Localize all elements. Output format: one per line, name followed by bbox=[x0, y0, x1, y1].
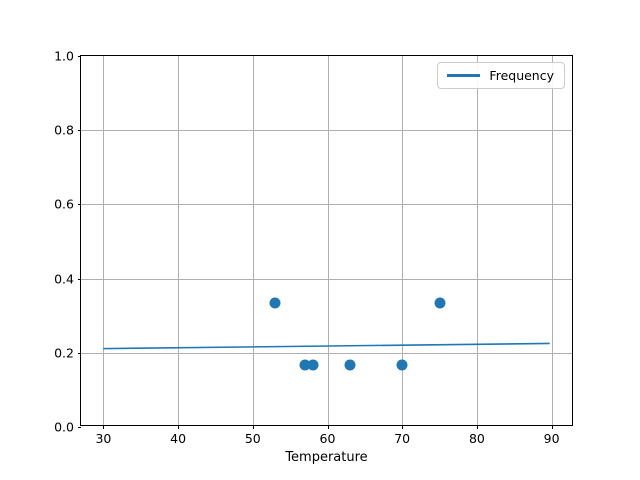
gridline-vertical bbox=[103, 56, 105, 425]
x-axis-tick-label: 40 bbox=[170, 431, 187, 446]
line-series-layer bbox=[103, 342, 550, 350]
x-axis-tick bbox=[402, 425, 404, 429]
x-axis-tick-label: 90 bbox=[543, 431, 560, 446]
legend-line-swatch bbox=[447, 74, 481, 77]
legend-label: Frequency bbox=[489, 68, 554, 83]
gridline-vertical bbox=[476, 56, 478, 425]
x-axis-label: Temperature bbox=[285, 450, 368, 465]
x-axis-tick bbox=[327, 425, 329, 429]
x-axis-tick-label: 50 bbox=[244, 431, 261, 446]
y-axis-tick bbox=[77, 278, 81, 280]
gridline-vertical bbox=[402, 56, 404, 425]
gridline-vertical bbox=[178, 56, 180, 425]
x-axis-tick bbox=[476, 425, 478, 429]
gridline-horizontal bbox=[81, 204, 572, 206]
y-axis-tick bbox=[77, 204, 81, 206]
y-axis-tick bbox=[77, 56, 81, 57]
x-axis-tick-label: 70 bbox=[394, 431, 411, 446]
y-axis-tick-label: 0.4 bbox=[54, 271, 74, 287]
gridline-vertical bbox=[252, 56, 254, 425]
gridline-vertical bbox=[551, 56, 553, 425]
scatter-point bbox=[307, 359, 319, 371]
x-axis-tick bbox=[103, 425, 105, 429]
y-axis-tick-label: 0.2 bbox=[54, 345, 74, 361]
x-axis-tick bbox=[252, 425, 254, 429]
gridline-horizontal bbox=[81, 130, 572, 132]
y-axis-tick-label: 0.6 bbox=[54, 196, 74, 212]
x-axis-tick bbox=[178, 425, 180, 429]
scatter-point bbox=[269, 297, 281, 309]
x-axis-tick bbox=[551, 425, 553, 429]
grid-layer bbox=[81, 56, 572, 425]
y-axis-tick bbox=[77, 352, 81, 354]
y-axis-tick-label: 0.8 bbox=[54, 122, 74, 138]
y-axis-tick-label: 1.0 bbox=[54, 48, 74, 64]
gridline-horizontal bbox=[81, 278, 572, 280]
y-axis-tick bbox=[77, 130, 81, 132]
x-axis-tick-label: 80 bbox=[468, 431, 485, 446]
scatter-point bbox=[434, 297, 446, 309]
scatter-point bbox=[299, 359, 311, 371]
plot-area: Frequency 30 40 50 60 70 80 90 0.0 0.2 0.4 0.6 0.8 1… bbox=[54, 49, 573, 446]
scatter-points-layer bbox=[81, 56, 572, 425]
gridline-vertical bbox=[327, 56, 329, 425]
line-series-frequency bbox=[103, 342, 550, 350]
scatter-point bbox=[344, 359, 356, 371]
x-axis-tick-label: 30 bbox=[95, 431, 112, 446]
legend[interactable]: Frequency bbox=[437, 62, 565, 89]
y-axis-tick-label: 0.0 bbox=[54, 419, 74, 435]
gridline-horizontal bbox=[81, 352, 572, 354]
x-axis-tick-label: 60 bbox=[319, 431, 336, 446]
y-axis-tick bbox=[77, 427, 81, 428]
scatter-point bbox=[396, 359, 408, 371]
